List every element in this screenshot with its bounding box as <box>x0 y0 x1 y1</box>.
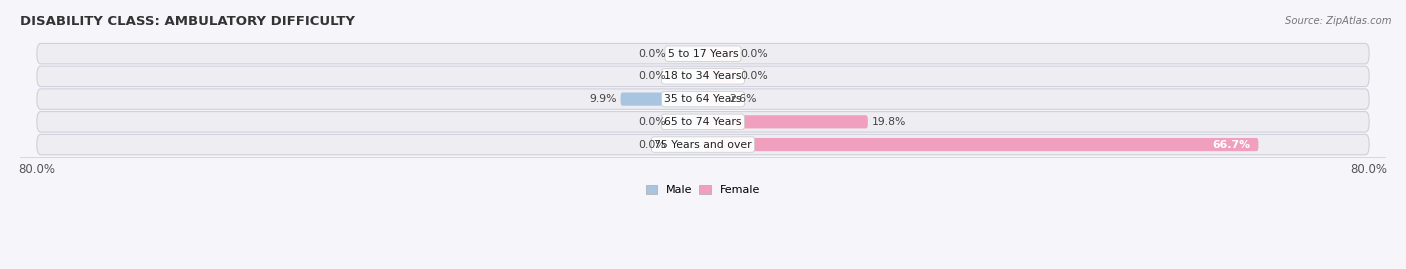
FancyBboxPatch shape <box>703 70 737 83</box>
FancyBboxPatch shape <box>669 115 703 128</box>
FancyBboxPatch shape <box>37 89 1369 109</box>
Text: DISABILITY CLASS: AMBULATORY DIFFICULTY: DISABILITY CLASS: AMBULATORY DIFFICULTY <box>20 15 356 28</box>
Text: 9.9%: 9.9% <box>589 94 616 104</box>
FancyBboxPatch shape <box>620 93 703 106</box>
FancyBboxPatch shape <box>669 70 703 83</box>
Text: 2.6%: 2.6% <box>728 94 756 104</box>
Legend: Male, Female: Male, Female <box>641 180 765 200</box>
FancyBboxPatch shape <box>669 138 703 151</box>
Text: Source: ZipAtlas.com: Source: ZipAtlas.com <box>1285 16 1392 26</box>
FancyBboxPatch shape <box>703 93 724 106</box>
Text: 18 to 34 Years: 18 to 34 Years <box>664 71 742 82</box>
Text: 0.0%: 0.0% <box>638 49 665 59</box>
FancyBboxPatch shape <box>37 134 1369 155</box>
Text: 66.7%: 66.7% <box>1212 140 1250 150</box>
Text: 0.0%: 0.0% <box>638 117 665 127</box>
Text: 19.8%: 19.8% <box>872 117 907 127</box>
Text: 5 to 17 Years: 5 to 17 Years <box>668 49 738 59</box>
Text: 65 to 74 Years: 65 to 74 Years <box>664 117 742 127</box>
Text: 75 Years and over: 75 Years and over <box>654 140 752 150</box>
FancyBboxPatch shape <box>703 47 737 60</box>
FancyBboxPatch shape <box>37 66 1369 87</box>
Text: 0.0%: 0.0% <box>741 71 768 82</box>
Text: 0.0%: 0.0% <box>638 140 665 150</box>
FancyBboxPatch shape <box>669 47 703 60</box>
Text: 35 to 64 Years: 35 to 64 Years <box>664 94 742 104</box>
FancyBboxPatch shape <box>703 115 868 128</box>
FancyBboxPatch shape <box>37 112 1369 132</box>
Text: 0.0%: 0.0% <box>638 71 665 82</box>
FancyBboxPatch shape <box>37 43 1369 64</box>
Text: 0.0%: 0.0% <box>741 49 768 59</box>
FancyBboxPatch shape <box>703 138 1258 151</box>
